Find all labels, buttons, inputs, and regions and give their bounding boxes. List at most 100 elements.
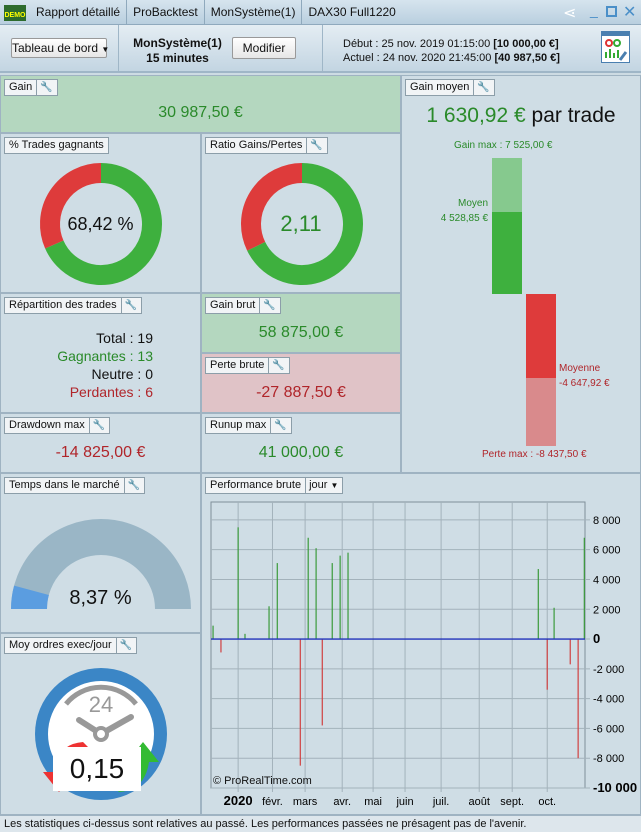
view-select[interactable]: Tableau de bord ▼: [11, 38, 110, 58]
close-icon[interactable]: ✕: [623, 4, 637, 21]
title-bar: DEMO Rapport détaillé ProBacktest MonSys…: [0, 0, 641, 25]
orders-value: 0,15: [53, 747, 141, 791]
performance-title: Performance brute jour ▼: [205, 477, 344, 494]
avg-gain-suffix: par trade: [531, 104, 616, 127]
total-trades: Total : 19: [96, 330, 153, 346]
max-loss-label: Perte max : -8 437,50 €: [482, 449, 587, 460]
avg-win-value: 4 528,85 €: [440, 213, 488, 224]
dashboard-settings-icon[interactable]: [601, 31, 630, 63]
distribution-panel: Répartition des trades 🔧 Total : 19 Gagna…: [0, 293, 201, 413]
view-select-label: Tableau de bord: [12, 41, 99, 55]
y-tick-label: 4 000: [593, 574, 621, 586]
time-in-market-panel: Temps dans le marché 🔧 8,37 %: [0, 473, 201, 633]
win-trades-title: % Trades gagnants: [4, 137, 109, 154]
ratio-loss-arc: [241, 163, 303, 251]
wrench-icon[interactable]: 🔧: [123, 478, 140, 493]
time-in-market-value: 8,37 %: [69, 587, 132, 609]
x-tick-label: oct.: [538, 796, 556, 808]
x-tick-label: avr.: [333, 796, 351, 808]
gain-value: 30 987,50 €: [158, 104, 243, 121]
orders-panel: Moy ordres exec/jour 🔧 24 0,15: [0, 633, 201, 815]
tab-strip: Rapport détaillé ProBacktest MonSystème(…: [30, 0, 402, 25]
system-name: MonSystème(1): [133, 36, 222, 50]
gross-gain-title: Gain brut 🔧: [205, 297, 281, 314]
wrench-icon[interactable]: 🔧: [115, 638, 132, 653]
winning-trades: Gagnantes : 13: [57, 348, 153, 364]
ratio-donut: [241, 163, 363, 285]
win-trades-win-arc: [45, 163, 162, 285]
minimize-icon[interactable]: _: [590, 2, 598, 18]
gain-title: Gain 🔧: [4, 79, 58, 96]
modify-button[interactable]: Modifier: [232, 37, 296, 59]
gross-loss-panel: Perte brute 🔧 -27 887,50 €: [201, 353, 401, 413]
drawdown-value: -14 825,00 €: [55, 444, 146, 461]
y-tick-label: 2 000: [593, 604, 621, 616]
x-tick-label: août: [469, 796, 490, 808]
avg-gain-title: Gain moyen 🔧: [405, 79, 495, 96]
x-tick-label: juil.: [432, 796, 450, 808]
y-tick-label: 8 000: [593, 515, 621, 527]
x-tick-label: 2020: [224, 793, 253, 808]
avg-gain-value: 1 630,92 €: [426, 104, 526, 127]
x-tick-label: mai: [364, 796, 382, 808]
drawdown-title: Drawdown max 🔧: [4, 417, 111, 434]
ratio-value: 2,11: [280, 211, 322, 236]
gross-gain-panel: Gain brut 🔧 58 875,00 €: [201, 293, 401, 353]
wrench-icon[interactable]: 🔧: [88, 418, 105, 433]
gain-panel: Gain 🔧 30 987,50 €: [0, 75, 401, 133]
tab-monsysteme[interactable]: MonSystème(1): [205, 0, 303, 25]
demo-logo: DEMO: [4, 5, 26, 21]
chevron-down-icon: ▼: [101, 45, 110, 54]
ratio-panel: Ratio Gains/Pertes 🔧 2,11: [201, 133, 401, 293]
maximize-icon[interactable]: [606, 6, 617, 17]
gauge-fill: [11, 585, 49, 610]
orders-title: Moy ordres exec/jour 🔧: [4, 637, 138, 654]
gross-loss-title: Perte brute 🔧: [205, 357, 290, 374]
y-tick-label: 0: [593, 631, 600, 646]
runup-panel: Runup max 🔧 41 000,00 €: [201, 413, 401, 473]
runup-value: 41 000,00 €: [258, 444, 344, 461]
wrench-icon[interactable]: 🔧: [270, 418, 287, 433]
avg-loss-label: Moyenne: [559, 363, 601, 374]
losing-trades: Perdantes : 6: [69, 384, 153, 400]
avg-gain-panel: Gain moyen 🔧 1 630,92 € par trade Gain ma…: [401, 75, 641, 473]
tab-rapport-detaille[interactable]: Rapport détaillé: [30, 0, 128, 25]
wrench-icon[interactable]: 🔧: [268, 358, 285, 373]
current-date: 24 nov. 2020 21:45:00: [382, 52, 492, 64]
y-tick-label: -6 000: [593, 723, 624, 735]
avg-gain-bar: [492, 212, 522, 294]
disclaimer: Les statistiques ci-dessus sont relative…: [0, 815, 641, 832]
wrench-icon[interactable]: 🔧: [120, 298, 137, 313]
clock-label: 24: [88, 692, 114, 717]
x-tick-label: sept.: [500, 796, 524, 808]
drawdown-panel: Drawdown max 🔧 -14 825,00 €: [0, 413, 201, 473]
start-capital: [10 000,00 €]: [493, 38, 559, 50]
start-label: Début :: [343, 38, 379, 50]
start-date: 25 nov. 2019 01:15:00: [381, 38, 491, 50]
timeframe: 15 minutes: [146, 51, 209, 65]
report-header: Tableau de bord ▼ MonSystème(1) 15 minut…: [0, 25, 641, 73]
current-label: Actuel :: [343, 52, 380, 64]
share-icon[interactable]: ⋖: [563, 5, 577, 22]
tab-probacktest[interactable]: ProBacktest: [127, 0, 205, 25]
avg-loss-bar: [526, 294, 556, 378]
avg-loss-value: -4 647,92 €: [559, 378, 610, 389]
wrench-icon[interactable]: 🔧: [306, 138, 323, 153]
wrench-icon[interactable]: 🔧: [473, 80, 490, 95]
distribution-title: Répartition des trades 🔧: [4, 297, 143, 314]
period-select[interactable]: jour ▼: [305, 478, 342, 493]
time-gauge: [11, 519, 191, 610]
y-tick-label: -8 000: [593, 753, 624, 765]
win-trades-panel: % Trades gagnants 68,42 %: [0, 133, 201, 293]
chevron-down-icon: ▼: [330, 481, 339, 490]
gross-gain-value: 58 875,00 €: [258, 324, 344, 341]
time-in-market-title: Temps dans le marché 🔧: [4, 477, 146, 494]
tab-dax30[interactable]: DAX30 Full1220: [308, 5, 396, 19]
win-trades-donut: [40, 163, 162, 285]
ratio-win-arc: [247, 163, 363, 285]
wrench-icon[interactable]: 🔧: [36, 80, 53, 95]
wrench-icon[interactable]: 🔧: [259, 298, 276, 313]
neutral-trades: Neutre : 0: [91, 366, 153, 382]
x-tick-label: juin: [395, 796, 413, 808]
